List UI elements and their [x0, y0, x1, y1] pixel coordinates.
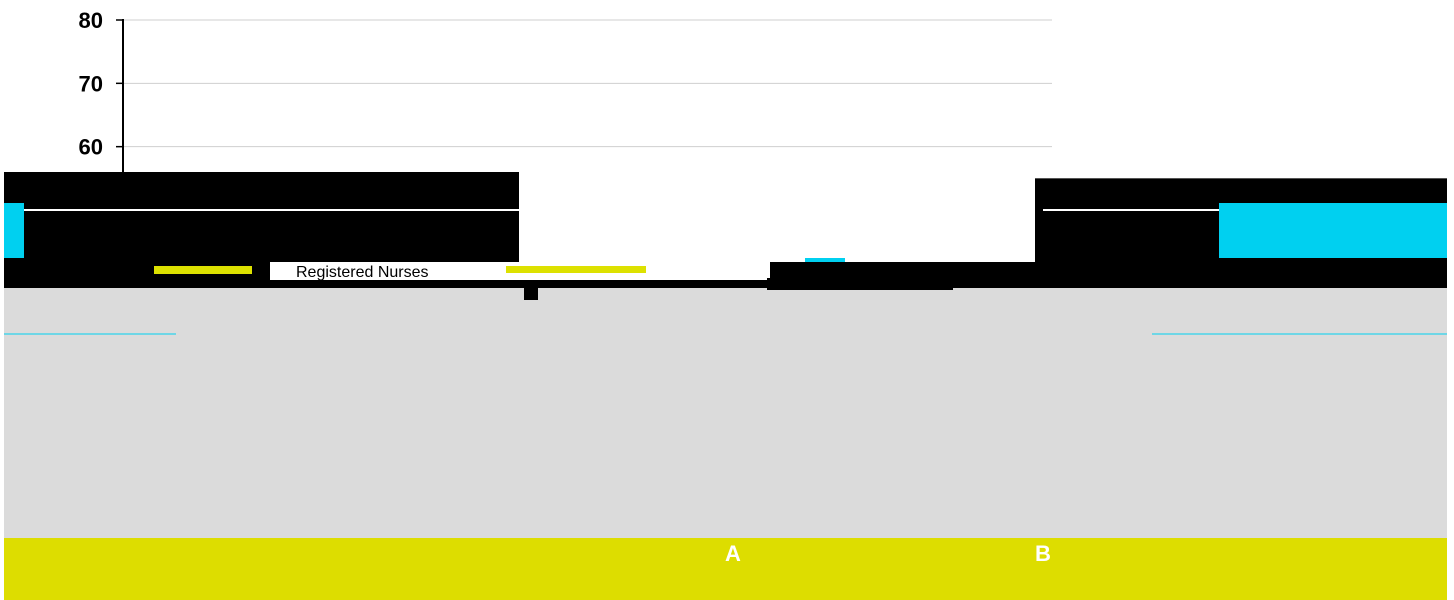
- bar-accent-mid: [805, 258, 845, 263]
- category-label-B: B: [1035, 541, 1051, 566]
- category-band: [4, 538, 1447, 600]
- legend: Registered Nurses: [4, 262, 1447, 300]
- y-ticks: 60 70 80: [79, 8, 123, 160]
- bar-accent-right: [1219, 203, 1447, 258]
- legend-swatch-2: [506, 266, 646, 273]
- legend-label: Registered Nurses: [296, 264, 429, 281]
- bar-A: [4, 171, 519, 262]
- y-tick-label-60: 60: [79, 135, 103, 160]
- y-tick-label-80: 80: [79, 8, 103, 33]
- category-label-A: A: [725, 541, 741, 566]
- y-tick-label-70: 70: [79, 71, 103, 96]
- gridlines: [123, 19, 1052, 148]
- legend-swatch: [154, 266, 252, 274]
- plot-panel: [4, 288, 1447, 538]
- bar-accent-left: [4, 203, 24, 258]
- legend-fragment-3: [853, 262, 956, 274]
- legend-fragment: [524, 288, 538, 300]
- legend-fragment-2: [767, 278, 953, 290]
